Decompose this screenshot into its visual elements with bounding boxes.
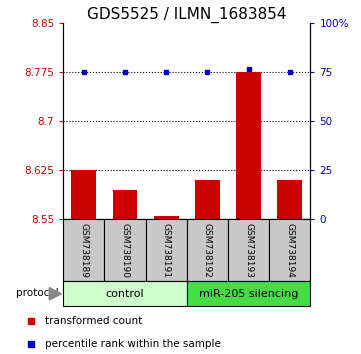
Text: transformed count: transformed count — [45, 316, 142, 326]
Text: GSM738192: GSM738192 — [203, 223, 212, 278]
Bar — [278, 180, 302, 219]
Bar — [228, 219, 269, 281]
Text: protocol: protocol — [16, 288, 58, 298]
Bar — [145, 219, 187, 281]
Bar — [269, 219, 310, 281]
Text: GSM738194: GSM738194 — [285, 223, 294, 278]
Title: GDS5525 / ILMN_1683854: GDS5525 / ILMN_1683854 — [87, 7, 287, 23]
Bar — [104, 219, 145, 281]
Bar — [195, 180, 220, 219]
Text: GSM738189: GSM738189 — [79, 223, 88, 278]
Bar — [71, 170, 96, 219]
Text: miR-205 silencing: miR-205 silencing — [199, 289, 298, 299]
Bar — [187, 219, 228, 281]
Text: GSM738193: GSM738193 — [244, 223, 253, 278]
Bar — [154, 216, 179, 219]
Polygon shape — [49, 287, 61, 300]
Text: GSM738190: GSM738190 — [121, 223, 130, 278]
Text: GSM738191: GSM738191 — [162, 223, 171, 278]
Bar — [187, 281, 310, 306]
Bar — [63, 219, 104, 281]
Bar — [63, 281, 187, 306]
Bar — [236, 72, 261, 219]
Text: control: control — [106, 289, 144, 299]
Text: percentile rank within the sample: percentile rank within the sample — [45, 339, 221, 349]
Bar — [113, 190, 137, 219]
